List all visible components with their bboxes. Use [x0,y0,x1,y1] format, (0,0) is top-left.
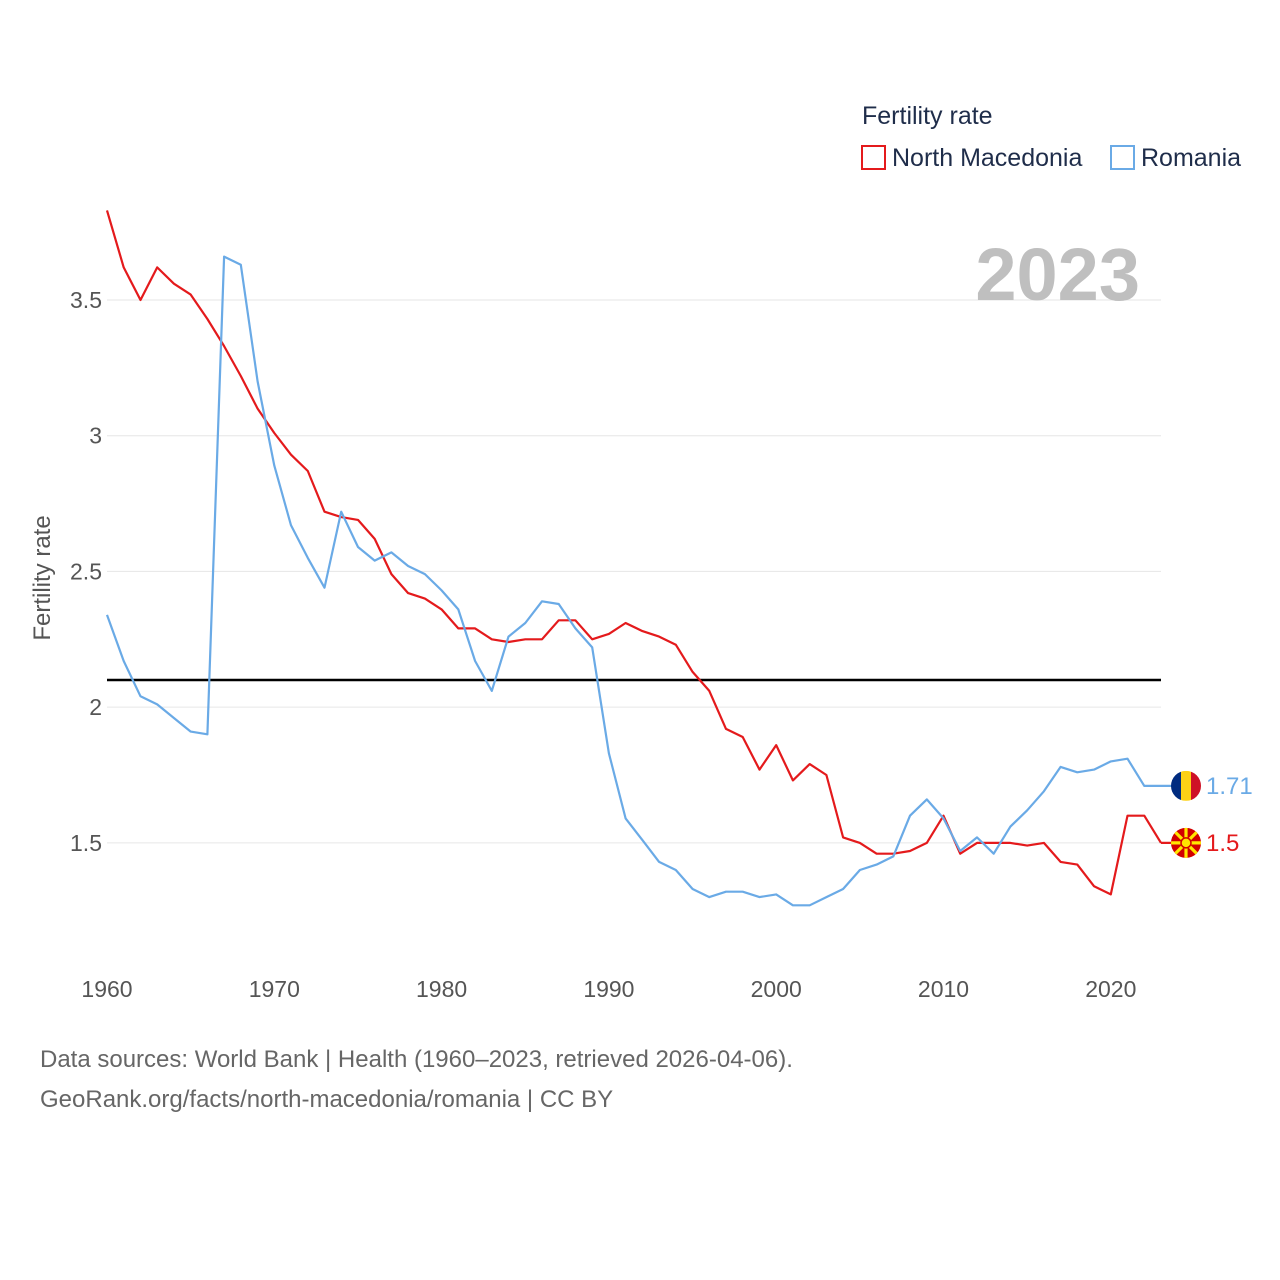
y-axis-ticks: 1.5 2 2.5 3 3.5 [70,287,102,856]
year-label: 2023 [975,233,1140,316]
legend-label-north-macedonia: North Macedonia [892,144,1082,172]
series-line-north-macedonia [105,210,1162,896]
y-tick-label: 2.5 [70,558,102,584]
x-tick-label: 1980 [416,976,467,1002]
x-tick-label: 1970 [249,976,300,1002]
legend: Fertility rate North Macedonia Romania [861,102,1241,172]
x-tick-label: 2010 [918,976,969,1002]
end-value-label-romania: 1.71 [1206,773,1253,800]
y-tick-label: 1.5 [70,830,102,856]
x-tick-label: 2000 [751,976,802,1002]
legend-swatch-north-macedonia [861,145,886,170]
series-line-romania [105,255,1161,907]
source-line-1: Data sources: World Bank | Health (1960–… [40,1046,793,1073]
x-tick-label: 1990 [583,976,634,1002]
y-tick-label: 3 [89,423,102,449]
y-tick-label: 3.5 [70,287,102,313]
x-tick-label: 1960 [81,976,132,1002]
legend-swatch-romania [1110,145,1135,170]
source-line-2: GeoRank.org/facts/north-macedonia/romani… [40,1086,614,1113]
x-axis-ticks: 1960 1970 1980 1990 2000 2010 2020 [81,976,1136,1002]
y-tick-label: 2 [89,694,102,720]
gridlines [107,299,1161,844]
x-tick-label: 2020 [1085,976,1136,1002]
y-axis-title: Fertility rate [29,515,56,640]
romania-flag-icon [1171,770,1201,801]
end-value-label-north-macedonia: 1.5 [1206,830,1239,857]
north-macedonia-flag-icon [1171,827,1201,858]
legend-label-romania: Romania [1141,144,1241,172]
legend-title: Fertility rate [862,102,993,130]
